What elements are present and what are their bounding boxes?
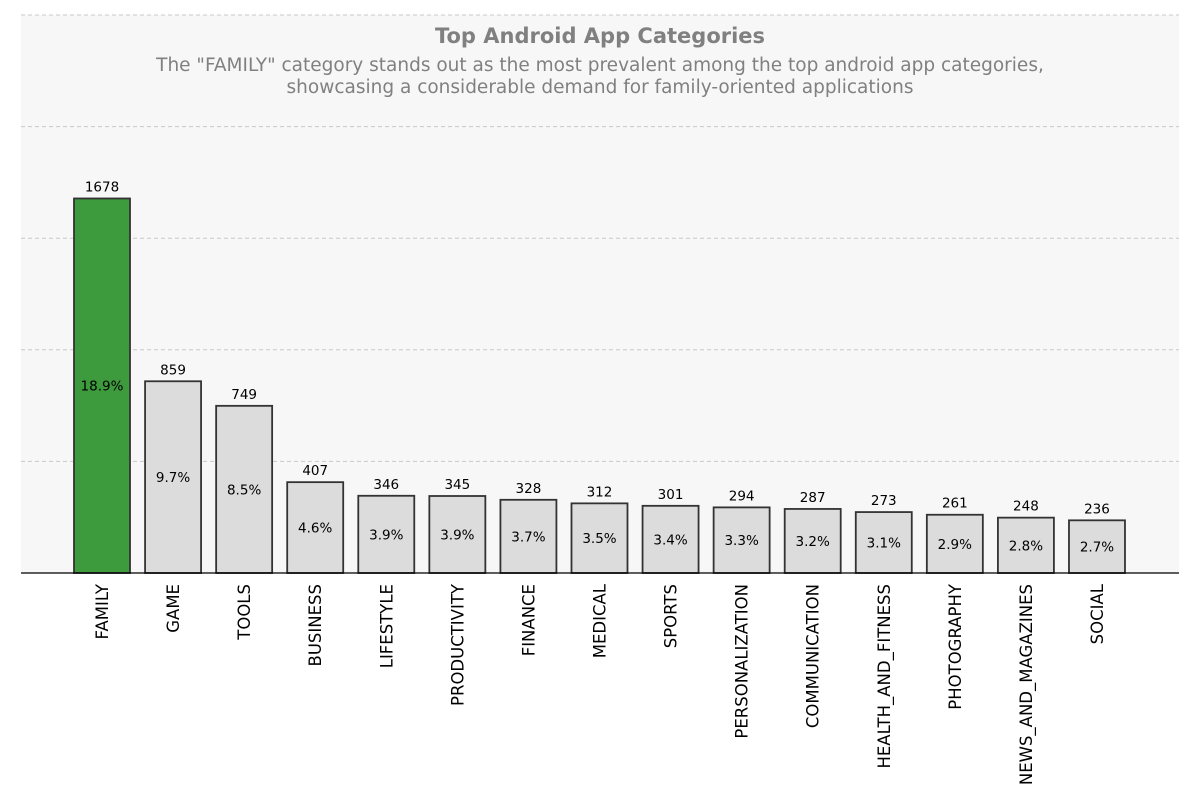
chart-subtitle-line-1: The "FAMILY" category stands out as the … (155, 55, 1044, 76)
chart-title: Top Android App Categories (435, 24, 765, 48)
bar-medical (570, 502, 629, 574)
bar-percent-label: 3.7% (511, 529, 545, 545)
bar-photography (925, 513, 984, 574)
bar-value-label: 346 (373, 477, 399, 493)
bar-percent-label: 2.8% (1009, 538, 1043, 554)
x-tick-label: FINANCE (519, 584, 538, 656)
bar-value-label: 301 (658, 487, 684, 503)
bar-percent-label: 3.3% (724, 533, 758, 549)
bar-value-label: 1678 (85, 179, 119, 195)
bar-percent-label: 2.7% (1080, 540, 1114, 556)
bar-personalization (712, 506, 771, 574)
bar-value-label: 287 (800, 490, 826, 506)
bar-value-label: 236 (1084, 501, 1110, 517)
bar-percent-label: 8.5% (227, 482, 261, 498)
x-tick-label: COMMUNICATION (804, 584, 823, 728)
plot-area (21, 15, 1179, 573)
bar-value-label: 248 (1013, 499, 1039, 515)
x-tick-label: SPORTS (662, 584, 681, 648)
x-tick-labels: FAMILY GAME TOOLS BUSINESS LIFESTYLE PRODUCTI… (93, 583, 1107, 785)
bar-value-label: 859 (160, 362, 186, 378)
bar-business (286, 481, 345, 574)
bar-tools (215, 404, 274, 574)
x-tick-label: SOCIAL (1088, 583, 1107, 644)
chart-subtitle-line-2: showcasing a considerable demand for fam… (287, 77, 914, 98)
bar-percent-label: 3.4% (653, 532, 687, 548)
bar-value-label: 312 (587, 484, 613, 500)
x-tick-label: PHOTOGRAPHY (946, 583, 965, 710)
bar-family (73, 197, 131, 574)
bar-finance (499, 498, 558, 574)
bar-social (1068, 519, 1126, 574)
bar-value-label: 261 (942, 496, 968, 512)
bar-percent-label: 3.1% (867, 536, 901, 552)
bar-percent-label: 3.5% (582, 531, 616, 547)
bar-value-label: 407 (302, 463, 328, 479)
bar-percent-label: 3.2% (796, 534, 830, 550)
x-tick-label: NEWS_AND_MAGAZINES (1017, 584, 1037, 785)
gridlines (21, 14, 1179, 462)
x-tick-label: FAMILY (93, 583, 112, 639)
bar-value-label: 294 (729, 488, 755, 504)
bar-value-label: 273 (871, 493, 897, 509)
bar-percent-label: 9.7% (156, 470, 190, 486)
bar-percent-label: 3.9% (369, 527, 403, 543)
bar-communication (783, 508, 842, 574)
bar-value-label: 749 (231, 387, 257, 403)
x-tick-label: BUSINESS (306, 584, 325, 666)
bar-percent-label: 4.6% (298, 521, 332, 537)
bar-health-and-fitness (854, 511, 913, 574)
x-tick-label: PRODUCTIVITY (448, 583, 467, 706)
x-tick-label: MEDICAL (590, 583, 609, 658)
bar-percent-label: 18.9% (81, 379, 124, 395)
bar-percent-label: 2.9% (938, 537, 972, 553)
bar-value-label: 345 (444, 477, 470, 493)
x-tick-label: TOOLS (235, 584, 254, 641)
bar-value-label: 328 (516, 481, 542, 497)
x-tick-label: HEALTH_AND_FITNESS (875, 584, 895, 769)
bar-percent-label: 3.9% (440, 527, 474, 543)
x-tick-label: PERSONALIZATION (733, 584, 752, 739)
x-tick-label: LIFESTYLE (377, 584, 396, 668)
bars: 1678 18.9% 859 9.7% 749 8.5% 407 4.6% 346 3.9% 345… (73, 179, 1126, 574)
x-tick-label: GAME (164, 584, 183, 633)
bar-productivity (428, 495, 487, 574)
bar-lifestyle (357, 494, 416, 574)
